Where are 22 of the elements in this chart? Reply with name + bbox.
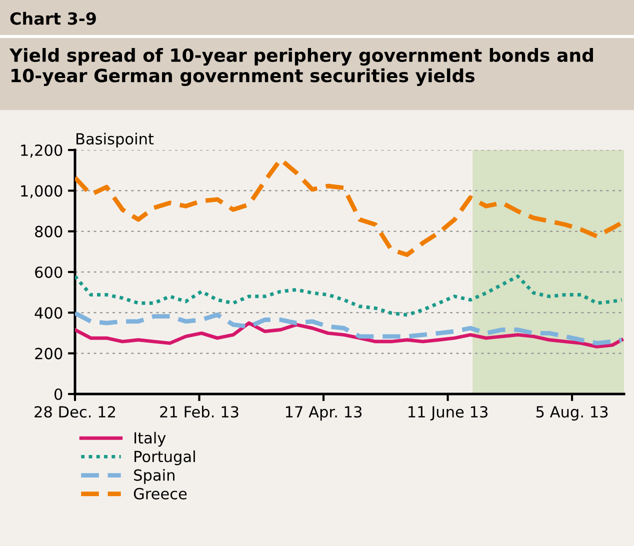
chart-title: Yield spread of 10-year periphery government bonds and 10-year German government securities yields xyxy=(9,48,593,86)
x-tick-label: 28 Dec. 12 xyxy=(34,406,115,418)
y-tick-label: 0 xyxy=(54,388,62,400)
y-tick-label: 200 xyxy=(35,348,62,360)
line-series xyxy=(75,310,624,346)
legend-label: Italy xyxy=(134,432,166,447)
y-tick-label: 800 xyxy=(35,226,62,238)
line-series xyxy=(75,321,624,348)
x-tick-label: 21 Feb. 13 xyxy=(160,406,238,418)
legend-label: Spain xyxy=(134,469,174,484)
y-tick-label: 1,000 xyxy=(21,185,62,198)
caption: Chart 3-9 xyxy=(10,12,96,25)
y-axis-title: Basispoint xyxy=(76,132,154,148)
legend-label: Greece xyxy=(134,488,187,500)
x-tick-label: 5 Aug. 13 xyxy=(536,406,608,421)
line-series xyxy=(75,274,624,317)
y-tick-label: 400 xyxy=(34,307,62,319)
y-tick-label: 600 xyxy=(35,266,62,278)
x-tick-label: 17 Apr. 13 xyxy=(286,406,362,421)
legend-label: Portugal xyxy=(134,450,195,466)
x-tick-label: 11 June 13 xyxy=(408,406,488,420)
y-tick-label: 1,200 xyxy=(21,144,62,158)
